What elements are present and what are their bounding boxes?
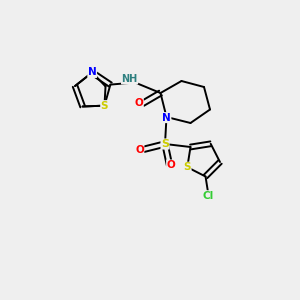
- Text: S: S: [101, 100, 108, 111]
- Text: O: O: [134, 98, 143, 109]
- Text: S: S: [161, 139, 169, 149]
- Text: NH: NH: [122, 74, 138, 84]
- Text: O: O: [135, 145, 144, 155]
- Text: S: S: [184, 162, 191, 172]
- Text: N: N: [88, 68, 97, 77]
- Text: O: O: [167, 160, 176, 170]
- Text: N: N: [162, 112, 171, 123]
- Text: Cl: Cl: [203, 191, 214, 201]
